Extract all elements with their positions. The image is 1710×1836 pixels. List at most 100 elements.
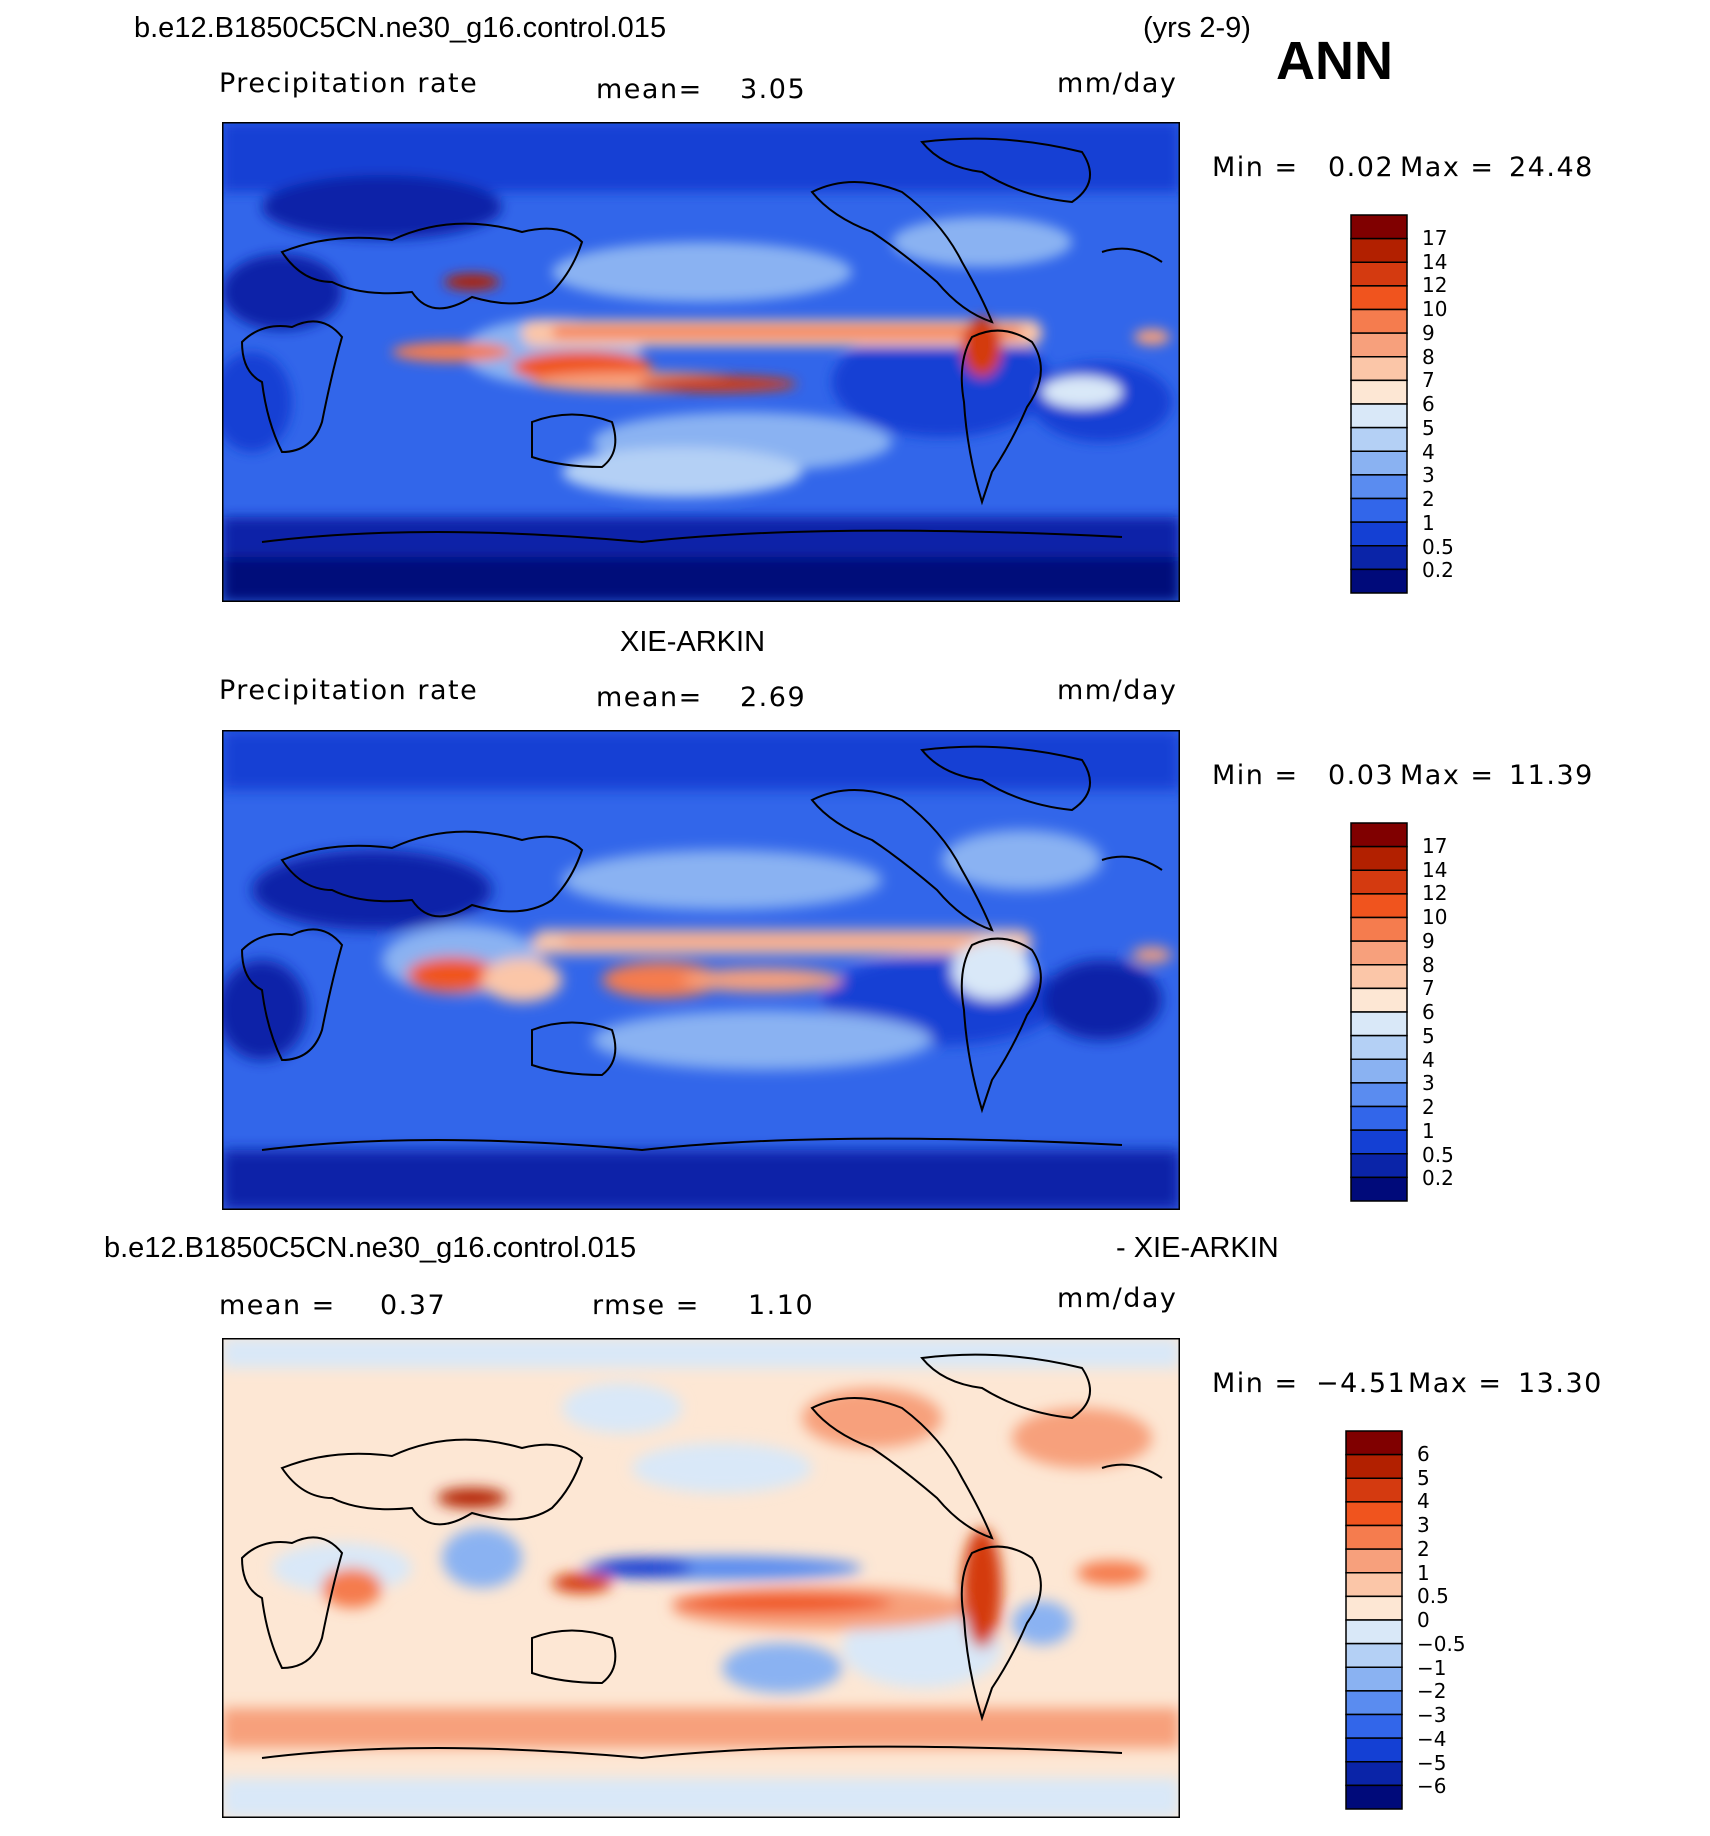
obs-colorbar — [1350, 822, 1408, 1207]
diff-colorbar-label: 0.5 — [1417, 1584, 1449, 1609]
min-label: Min = — [1212, 1368, 1299, 1399]
diff-colorbar-label: 4 — [1417, 1489, 1430, 1514]
diff-colorbar-box — [1345, 1619, 1403, 1645]
diff-colorbar-box — [1345, 1453, 1403, 1479]
model-colorbar-label: 3 — [1422, 463, 1435, 488]
case-title: b.e12.B1850C5CN.ne30_g16.control.015 — [134, 12, 667, 44]
obs-colorbar-box — [1350, 822, 1408, 848]
mean-label: mean= — [596, 682, 703, 713]
model-colorbar-box — [1350, 237, 1408, 263]
obs-precip-map — [222, 730, 1180, 1210]
diff-colorbar-box — [1345, 1784, 1403, 1810]
diff-title-left: b.e12.B1850C5CN.ne30_g16.control.015 — [104, 1232, 637, 1264]
model-colorbar-box — [1350, 474, 1408, 500]
diff-colorbar-box — [1345, 1430, 1403, 1456]
model-colorbar-label: 2 — [1422, 487, 1435, 511]
units-label: mm/day — [1057, 68, 1178, 99]
obs-colorbar-label: 1 — [1422, 1118, 1435, 1143]
model-colorbar-label: 4 — [1422, 439, 1435, 464]
obs-colorbar-box — [1350, 1034, 1408, 1060]
diff-colorbar-label: 0 — [1417, 1608, 1430, 1632]
diff-colorbar-box — [1345, 1548, 1403, 1574]
diff-colorbar-label: 2 — [1417, 1536, 1430, 1561]
years-label: (yrs 2-9) — [1143, 12, 1251, 44]
max-value: 24.48 — [1509, 152, 1594, 183]
obs-colorbar-label: 10 — [1422, 905, 1448, 929]
model-colorbar-box — [1350, 545, 1408, 571]
model-colorbar-label: 6 — [1422, 392, 1435, 416]
obs-colorbar-label: 3 — [1422, 1071, 1435, 1096]
obs-colorbar-box — [1350, 1082, 1408, 1108]
diff-colorbar-box — [1345, 1761, 1403, 1787]
model-colorbar-box — [1350, 568, 1408, 594]
max-label: Max = — [1400, 760, 1495, 791]
min-value: −4.51 — [1316, 1368, 1407, 1399]
diff-colorbar-box — [1345, 1666, 1403, 1692]
obs-colorbar-label: 9 — [1422, 928, 1435, 953]
obs-colorbar-box — [1350, 845, 1408, 871]
diff-colorbar-label: 5 — [1417, 1465, 1430, 1490]
obs-colorbar-label: 8 — [1422, 952, 1435, 977]
diff-colorbar-label: 6 — [1417, 1441, 1430, 1466]
diff-colorbar-label: 1 — [1417, 1560, 1430, 1585]
diff-colorbar-box — [1345, 1713, 1403, 1739]
units-label: mm/day — [1057, 1283, 1178, 1314]
obs-colorbar-label: 7 — [1422, 976, 1435, 1001]
diff-colorbar-box — [1345, 1501, 1403, 1527]
model-colorbar-box — [1350, 261, 1408, 287]
model-colorbar-label: 17 — [1422, 225, 1448, 250]
model-colorbar-box — [1350, 214, 1408, 240]
mean-label: mean= — [596, 74, 703, 105]
obs-colorbar-box — [1350, 964, 1408, 990]
mean-label: mean = — [219, 1290, 336, 1321]
model-colorbar-label: 7 — [1422, 368, 1435, 393]
obs-colorbar-box — [1350, 1176, 1408, 1202]
model-colorbar-label: 0.2 — [1422, 558, 1454, 583]
diff-colorbar-label: −1 — [1417, 1655, 1447, 1680]
variable-label: Precipitation rate — [219, 68, 479, 99]
rmse-label: rmse = — [592, 1290, 700, 1321]
max-value: 13.30 — [1518, 1368, 1603, 1399]
obs-colorbar-label: 2 — [1422, 1095, 1435, 1119]
model-colorbar-label: 1 — [1422, 510, 1435, 535]
diff-colorbar-box — [1345, 1642, 1403, 1668]
model-colorbar-box — [1350, 450, 1408, 476]
diff-precip-map — [222, 1338, 1180, 1818]
diff-colorbar-label: −6 — [1417, 1774, 1447, 1799]
max-value: 11.39 — [1509, 760, 1594, 791]
diff-colorbar-label: −3 — [1417, 1703, 1447, 1727]
diff-title-right: - XIE-ARKIN — [1116, 1232, 1279, 1264]
model-colorbar-box — [1350, 426, 1408, 452]
min-label: Min = — [1212, 152, 1299, 183]
diff-colorbar-box — [1345, 1690, 1403, 1716]
min-value: 0.02 — [1328, 152, 1395, 183]
model-colorbar-label: 12 — [1422, 273, 1448, 298]
obs-colorbar-label: 4 — [1422, 1047, 1435, 1072]
diff-colorbar-label: −4 — [1417, 1726, 1447, 1751]
obs-colorbar-box — [1350, 987, 1408, 1013]
max-label: Max = — [1400, 152, 1495, 183]
model-colorbar-box — [1350, 403, 1408, 429]
obs-colorbar-label: 17 — [1422, 833, 1448, 858]
mean-value: 0.37 — [380, 1290, 447, 1321]
model-colorbar-label: 8 — [1422, 344, 1435, 369]
obs-colorbar-label: 5 — [1422, 1023, 1435, 1048]
diff-colorbar-label: 3 — [1417, 1513, 1430, 1537]
obs-colorbar-box — [1350, 869, 1408, 895]
max-label: Max = — [1408, 1368, 1503, 1399]
obs-colorbar-box — [1350, 1058, 1408, 1084]
diff-colorbar-label: −0.5 — [1417, 1631, 1466, 1656]
model-colorbar-box — [1350, 521, 1408, 547]
season-label: ANN — [1276, 31, 1393, 91]
diff-colorbar-box — [1345, 1595, 1403, 1621]
model-colorbar-label: 9 — [1422, 320, 1435, 345]
obs-colorbar-box — [1350, 1129, 1408, 1155]
diff-colorbar-label: −5 — [1417, 1750, 1447, 1775]
mean-value: 2.69 — [740, 682, 807, 713]
model-colorbar-label: 14 — [1422, 249, 1448, 274]
model-colorbar-box — [1350, 497, 1408, 523]
obs-colorbar-label: 0.2 — [1422, 1166, 1454, 1191]
diff-colorbar — [1345, 1430, 1403, 1815]
model-colorbar-label: 5 — [1422, 415, 1435, 440]
model-colorbar-label: 10 — [1422, 297, 1448, 321]
